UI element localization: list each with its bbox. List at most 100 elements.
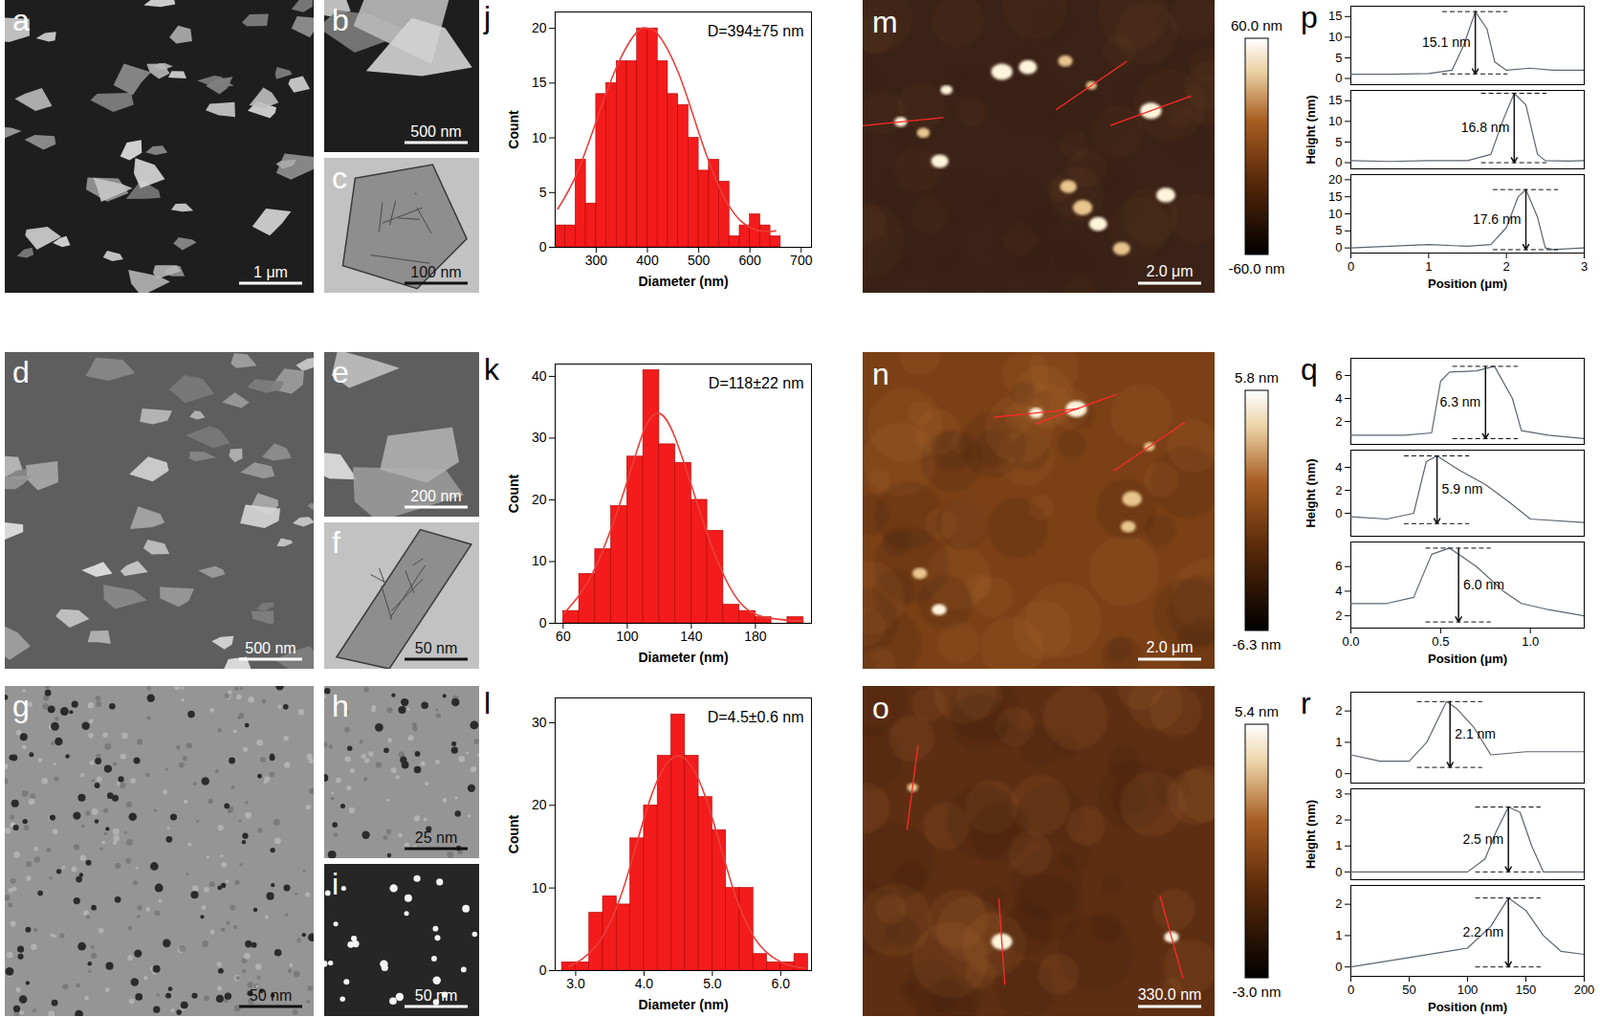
svg-text:D=394±75 nm: D=394±75 nm [707,22,805,40]
svg-text:1 μm: 1 μm [253,263,288,281]
svg-text:200 nm: 200 nm [410,487,461,505]
svg-text:2: 2 [1335,414,1342,429]
svg-text:50 nm: 50 nm [249,986,292,1004]
svg-text:10: 10 [531,879,548,896]
svg-text:2.2 nm: 2.2 nm [1462,923,1504,940]
svg-text:4: 4 [1335,460,1342,475]
svg-text:600: 600 [739,252,763,268]
svg-text:b: b [331,2,350,38]
svg-text:15: 15 [1328,189,1342,204]
svg-text:0: 0 [1347,259,1355,274]
svg-text:Position (μm): Position (μm) [1427,651,1508,666]
svg-text:Height (nm): Height (nm) [1303,799,1318,869]
svg-text:25 nm: 25 nm [415,829,458,846]
svg-text:D=4.5±0.6 nm: D=4.5±0.6 nm [707,708,805,725]
svg-text:1: 1 [1335,734,1342,749]
svg-text:4: 4 [1335,391,1342,406]
svg-text:6.0: 6.0 [771,975,791,991]
svg-text:10: 10 [531,130,548,146]
svg-text:200: 200 [1574,982,1596,997]
svg-text:g: g [12,688,30,724]
svg-text:5: 5 [1335,222,1342,238]
svg-text:10: 10 [1328,113,1342,129]
svg-text:4.0: 4.0 [635,975,655,991]
svg-text:2: 2 [1335,608,1342,623]
svg-text:6: 6 [1335,368,1342,383]
svg-text:d: d [12,354,30,390]
svg-text:6: 6 [1335,558,1342,573]
svg-text:2.1 nm: 2.1 nm [1454,725,1496,742]
svg-text:2: 2 [1335,482,1342,498]
svg-text:2.0 μm: 2.0 μm [1145,638,1193,656]
svg-text:30: 30 [531,429,548,445]
svg-text:0: 0 [1335,240,1342,255]
svg-text:1: 1 [1335,927,1342,943]
svg-text:3.0: 3.0 [566,975,586,991]
svg-text:0: 0 [539,614,548,631]
svg-text:15: 15 [1328,8,1342,23]
svg-text:17.6 nm: 17.6 nm [1472,211,1522,227]
svg-text:0: 0 [1335,766,1342,781]
svg-text:1.0: 1.0 [1521,634,1539,649]
svg-text:5.0: 5.0 [702,975,723,991]
svg-text:n: n [872,356,890,392]
svg-text:Height (nm): Height (nm) [1303,94,1318,164]
svg-text:50 nm: 50 nm [415,639,458,657]
svg-text:0.0: 0.0 [1341,634,1359,649]
svg-text:330.0 nm: 330.0 nm [1138,986,1203,1003]
svg-text:2: 2 [1335,896,1342,911]
svg-text:5.4 nm: 5.4 nm [1234,702,1279,720]
svg-text:m: m [872,4,899,40]
svg-text:16.8 nm: 16.8 nm [1461,119,1511,135]
svg-text:500 nm: 500 nm [410,123,461,140]
svg-text:0.5: 0.5 [1431,634,1449,649]
svg-text:15: 15 [531,74,548,90]
svg-text:Count: Count [505,813,522,854]
svg-text:o: o [872,690,890,725]
svg-text:Diameter (nm): Diameter (nm) [637,273,728,289]
svg-text:40: 40 [531,368,548,384]
svg-text:150: 150 [1515,982,1537,997]
svg-text:0: 0 [1335,864,1342,879]
svg-text:a: a [12,2,30,38]
svg-text:0: 0 [1335,154,1342,170]
svg-text:5.8 nm: 5.8 nm [1234,369,1279,386]
svg-text:5.9 nm: 5.9 nm [1442,481,1484,497]
svg-text:0: 0 [1347,982,1355,997]
svg-text:500 nm: 500 nm [244,639,296,657]
svg-text:1: 1 [1424,259,1432,274]
svg-text:h: h [331,688,350,724]
svg-text:5: 5 [539,184,548,200]
svg-text:0: 0 [1335,505,1342,521]
svg-text:2: 2 [1503,259,1511,274]
svg-text:700: 700 [789,252,813,268]
svg-text:10: 10 [531,552,548,569]
svg-text:Count: Count [505,473,522,513]
svg-text:Position (μm): Position (μm) [1427,276,1508,291]
svg-text:500: 500 [687,252,711,268]
svg-text:Diameter (nm): Diameter (nm) [637,649,728,665]
svg-text:100: 100 [615,628,639,644]
svg-text:3: 3 [1335,786,1342,801]
svg-text:0: 0 [1335,70,1342,86]
svg-text:3: 3 [1580,259,1588,274]
svg-text:Diameter (nm): Diameter (nm) [637,996,728,1012]
svg-text:15: 15 [1328,92,1342,108]
svg-text:180: 180 [744,628,768,644]
svg-text:2: 2 [1335,702,1342,718]
svg-text:f: f [331,525,341,560]
svg-text:10: 10 [1328,206,1342,221]
svg-text:c: c [331,160,348,196]
svg-text:100: 100 [1457,982,1479,997]
svg-text:50: 50 [1402,982,1416,997]
svg-text:60.0 nm: 60.0 nm [1230,17,1283,34]
svg-text:e: e [331,354,350,390]
svg-text:6.0 nm: 6.0 nm [1463,576,1505,592]
svg-text:50 nm: 50 nm [415,986,458,1004]
svg-text:15.1 nm: 15.1 nm [1422,34,1471,50]
svg-text:20: 20 [531,796,548,812]
svg-text:0: 0 [539,239,548,255]
svg-text:100 nm: 100 nm [410,263,461,281]
svg-text:2.0 μm: 2.0 μm [1145,263,1193,280]
svg-text:2.5 nm: 2.5 nm [1462,831,1504,847]
